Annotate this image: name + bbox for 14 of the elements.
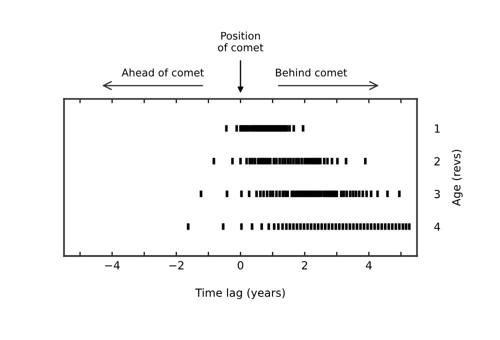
text: Behind comet — [276, 68, 348, 76]
y-axis-title: Age (revs) — [452, 150, 463, 206]
x-tick-label: −2 — [169, 261, 184, 270]
x-tick-label: 4 — [366, 261, 372, 270]
y-tick-label: 2 — [434, 157, 440, 166]
text: Ahead of comet — [122, 68, 204, 76]
x-tick-label: 2 — [302, 261, 308, 270]
x-axis-title: Time lag (years) — [195, 288, 285, 300]
y-tick-label: 1 — [434, 124, 440, 133]
y-tick-label: 4 — [434, 222, 440, 231]
y-tick-label: 3 — [434, 190, 440, 198]
annotation: Position of comet — [218, 32, 264, 52]
x-tick-label: 0 — [238, 261, 244, 270]
x-tick-label: −4 — [105, 261, 120, 270]
